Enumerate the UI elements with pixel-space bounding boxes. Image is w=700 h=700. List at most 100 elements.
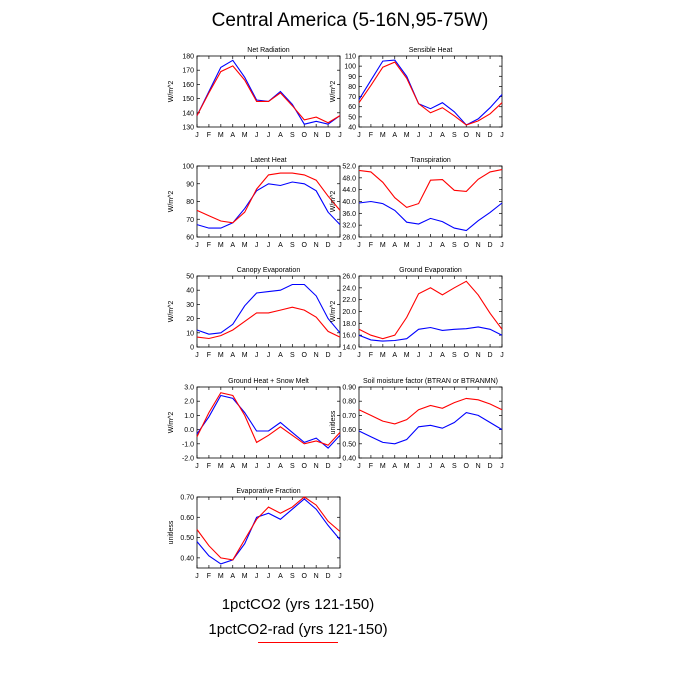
panel-4: Transpiration 28.0 32.0 36.0 40.0 44.0 48.0 52.… <box>330 157 504 249</box>
x-tick-label: J <box>338 463 342 470</box>
y-tick-label: 20 <box>186 316 194 323</box>
x-tick-label: M <box>218 242 224 249</box>
x-tick-label: A <box>278 132 283 139</box>
y-tick-label: 0.40 <box>180 555 194 562</box>
y-tick-label: 40 <box>348 125 356 132</box>
x-tick-label: J <box>195 242 199 249</box>
x-tick-label: J <box>195 573 199 580</box>
y-tick-label: 90 <box>186 181 194 188</box>
y-axis-label: W/m^2 <box>168 81 175 103</box>
y-tick-label: 140 <box>182 110 194 117</box>
y-tick-label: 0.50 <box>180 535 194 542</box>
y-tick-label: 26.0 <box>342 274 356 281</box>
y-tick-label: 100 <box>182 164 194 171</box>
series-line-2 <box>196 392 341 446</box>
x-tick-label: O <box>464 352 470 359</box>
x-tick-label: F <box>369 463 373 470</box>
x-tick-label: S <box>290 132 295 139</box>
y-tick-label: 70 <box>348 94 356 101</box>
y-tick-label: 60 <box>348 104 356 111</box>
panel-title: Net Radiation <box>247 47 290 54</box>
x-tick-label: S <box>290 573 295 580</box>
y-tick-label: 40 <box>186 288 194 295</box>
y-tick-label: 180 <box>182 54 194 61</box>
y-tick-label: 24.0 <box>342 285 356 292</box>
x-tick-label: A <box>392 463 397 470</box>
y-tick-label: 28.0 <box>342 235 356 242</box>
series-line-1 <box>196 181 341 229</box>
panel-7: Ground Heat + Snow Melt -2.0 -1.0 0.0 1.0 2.0… <box>168 378 342 470</box>
series-line-1 <box>358 326 503 342</box>
x-tick-label: J <box>338 132 342 139</box>
y-tick-label: 1.0 <box>184 413 194 420</box>
x-tick-label: N <box>314 352 319 359</box>
x-tick-label: J <box>357 132 361 139</box>
y-tick-label: 0.50 <box>342 441 356 448</box>
x-tick-label: M <box>242 463 248 470</box>
panel-title: Sensible Heat <box>409 47 453 54</box>
x-tick-label: D <box>488 463 493 470</box>
panel-title: Latent Heat <box>250 157 286 164</box>
legend-label-series1: 1pctCO2 (yrs 121-150) <box>221 596 375 613</box>
y-axis-label: unitless <box>168 520 175 544</box>
y-tick-label: 60 <box>186 235 194 242</box>
plot-frame <box>196 165 341 238</box>
x-tick-label: J <box>267 352 271 359</box>
x-tick-label: D <box>326 132 331 139</box>
y-tick-label: 50 <box>186 274 194 281</box>
x-tick-label: S <box>452 132 457 139</box>
x-tick-label: D <box>488 352 493 359</box>
x-tick-label: A <box>278 352 283 359</box>
y-tick-label: 0.70 <box>180 495 194 502</box>
series-line-2 <box>196 306 341 340</box>
y-axis-label: W/m^2 <box>168 412 175 434</box>
x-tick-label: M <box>404 132 410 139</box>
series-line-1 <box>196 394 341 449</box>
legend-label-series2: 1pctCO2-rad (yrs 121-150) <box>208 621 388 638</box>
series-line-1 <box>358 412 503 445</box>
x-tick-label: D <box>326 463 331 470</box>
y-tick-label: 30 <box>186 302 194 309</box>
x-tick-label: J <box>267 132 271 139</box>
y-tick-label: 44.0 <box>342 187 356 194</box>
x-tick-label: F <box>207 242 211 249</box>
y-tick-label: 0.80 <box>342 399 356 406</box>
plot-frame <box>358 386 503 459</box>
x-tick-label: N <box>314 463 319 470</box>
y-axis-label: W/m^2 <box>330 191 337 213</box>
x-tick-label: D <box>326 242 331 249</box>
x-tick-label: S <box>290 352 295 359</box>
series-line-2 <box>196 496 341 561</box>
x-tick-label: J <box>417 463 421 470</box>
y-tick-label: 16.0 <box>342 333 356 340</box>
x-tick-label: D <box>488 242 493 249</box>
x-tick-label: S <box>290 463 295 470</box>
y-tick-label: 0.40 <box>342 456 356 463</box>
x-tick-label: J <box>500 463 504 470</box>
y-tick-label: 100 <box>344 64 356 71</box>
x-tick-label: F <box>369 132 373 139</box>
x-tick-label: M <box>242 352 248 359</box>
x-tick-label: M <box>218 352 224 359</box>
y-tick-label: 18.0 <box>342 321 356 328</box>
x-tick-label: S <box>452 463 457 470</box>
panel-title: Transpiration <box>410 157 451 164</box>
x-tick-label: M <box>404 463 410 470</box>
x-tick-label: F <box>369 242 373 249</box>
y-tick-label: 110 <box>345 54 356 61</box>
x-tick-label: O <box>464 463 470 470</box>
x-tick-label: M <box>380 132 386 139</box>
x-tick-label: D <box>326 352 331 359</box>
x-tick-label: M <box>218 573 224 580</box>
x-tick-label: M <box>218 463 224 470</box>
x-tick-label: O <box>302 132 308 139</box>
series-line-1 <box>196 283 341 335</box>
y-tick-label: 70 <box>186 217 194 224</box>
x-tick-label: F <box>207 132 211 139</box>
series-line-2 <box>358 61 503 126</box>
x-tick-label: J <box>429 132 433 139</box>
x-tick-label: A <box>230 242 235 249</box>
x-tick-label: A <box>230 132 235 139</box>
